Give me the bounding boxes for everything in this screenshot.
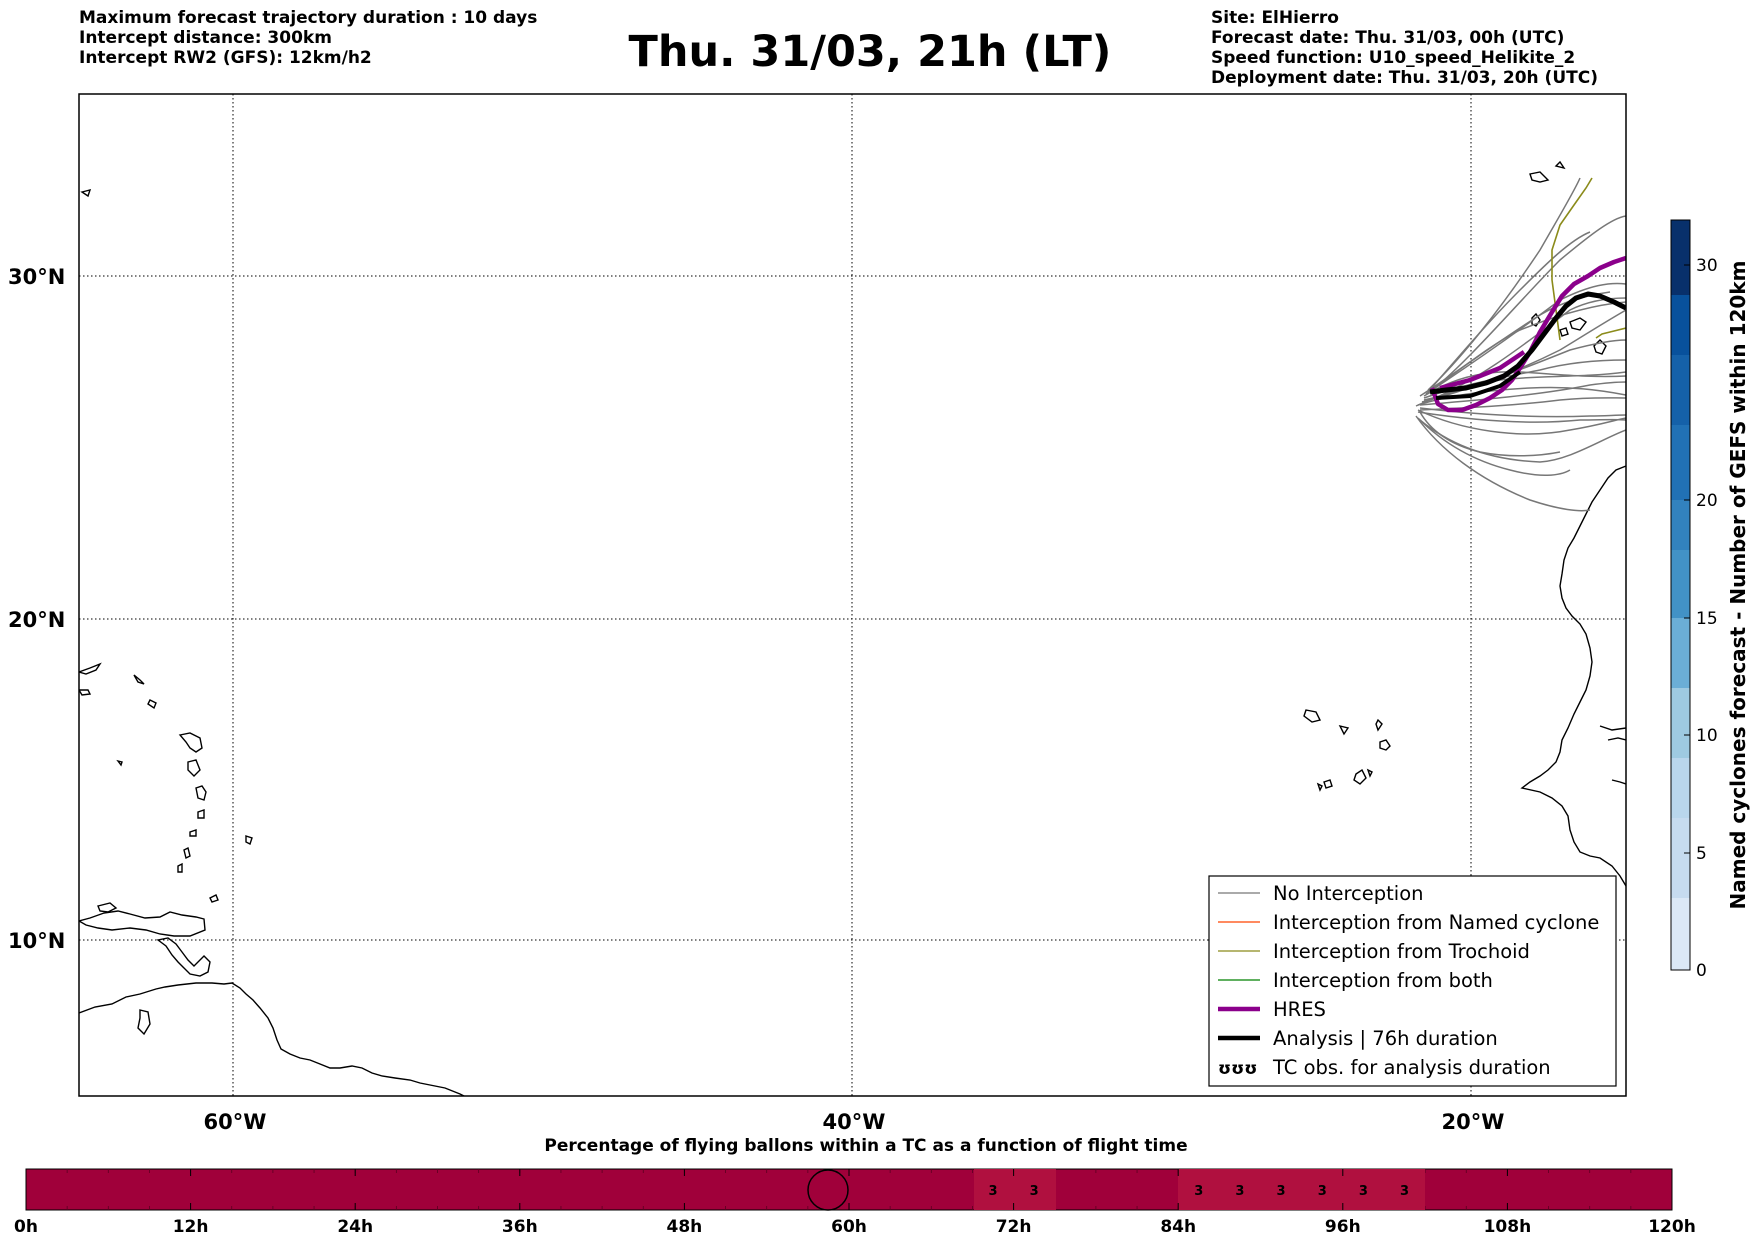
map-frame: [78, 93, 1627, 1097]
timeline: Percentage of flying ballons within a TC…: [14, 1136, 1696, 1237]
colorbar-tick-0: 0: [1696, 961, 1707, 981]
page-title: Thu. 31/03, 21h (LT): [628, 27, 1112, 77]
longitude-labels: 60°W 40°W 20°W: [204, 1110, 1505, 1134]
header-left-info: Maximum forecast trajectory duration : 1…: [79, 8, 537, 68]
timeline-tick-label: 36h: [502, 1217, 538, 1237]
header-right-info: Site: ElHierro Forecast date: Thu. 31/03…: [1211, 8, 1598, 88]
lat-label-30n: 30°N: [8, 265, 65, 289]
timeline-title: Percentage of flying ballons within a TC…: [544, 1136, 1187, 1156]
lon-label-60w: 60°W: [204, 1110, 267, 1134]
timeline-tick-label: 108h: [1484, 1217, 1532, 1237]
timeline-marker-value: 3: [1400, 1184, 1409, 1199]
timeline-tc-marker: [807, 1169, 849, 1211]
header-speed-function: Speed function: U10_speed_Helikite_2: [1211, 48, 1576, 68]
legend-item-label: Analysis | 76h duration: [1273, 1027, 1498, 1050]
lon-label-40w: 40°W: [823, 1110, 886, 1134]
header-site: Site: ElHierro: [1211, 8, 1339, 28]
latitude-labels: 30°N 20°N 10°N: [8, 265, 65, 953]
timeline-marker-value: 3: [1359, 1184, 1368, 1199]
legend-box: [1208, 875, 1617, 1087]
lat-label-20n: 20°N: [8, 608, 65, 632]
timeline-tick-label: 24h: [337, 1217, 373, 1237]
colorbar: 0 5 10 15 20 30 Named cyclones forecast …: [1670, 219, 1750, 981]
timeline-tick-label: 0h: [14, 1217, 38, 1237]
timeline-marker-value: 3: [1194, 1184, 1203, 1199]
header-deployment-date: Deployment date: Thu. 31/03, 20h (UTC): [1211, 68, 1598, 88]
colorbar-tick-20: 20: [1696, 491, 1718, 511]
colorbar-label: Named cyclones forecast - Number of GEFS…: [1726, 261, 1750, 910]
colorbar-frame: [1670, 219, 1691, 971]
header-intercept-rw2: Intercept RW2 (GFS): 12km/h2: [79, 48, 372, 68]
timeline-tick-label: 96h: [1325, 1217, 1361, 1237]
legend-item: Interception from Named cyclone: [1218, 911, 1599, 934]
legend-item-label: Interception from both: [1273, 969, 1493, 992]
timeline-tick-label: 48h: [667, 1217, 703, 1237]
legend-tc-symbol-icon: ʊʊʊ: [1218, 1059, 1257, 1079]
legend-item-label: TC obs. for analysis duration: [1272, 1056, 1551, 1079]
timeline-segment-84h: [1178, 1169, 1425, 1210]
legend-item-label: No Interception: [1273, 882, 1424, 905]
coastline-americas: [79, 189, 466, 1096]
analysis-trajectory-b: [1435, 370, 1522, 400]
legend-item: Interception from Trochoid: [1218, 940, 1530, 963]
colorbar-tick-30: 30: [1696, 256, 1718, 276]
timeline-tick-label: 60h: [831, 1217, 867, 1237]
timeline-tick-label: 120h: [1648, 1217, 1696, 1237]
legend-item: Interception from both: [1218, 969, 1493, 992]
timeline-marker-value: 3: [1030, 1184, 1039, 1199]
header-intercept-distance: Intercept distance: 300km: [79, 28, 332, 48]
legend-item-label: Interception from Named cyclone: [1273, 911, 1599, 934]
legend-item: No Interception: [1218, 882, 1424, 905]
timeline-marker-value: 3: [1277, 1184, 1286, 1199]
legend-item-label: HRES: [1273, 998, 1326, 1021]
trochoid-trajectory-2: [1595, 327, 1626, 339]
legend-item: Analysis | 76h duration: [1218, 1027, 1498, 1050]
analysis-trajectory: [1429, 291, 1626, 395]
timeline-segment-72h: [974, 1169, 1056, 1210]
hres-trajectory-b: [1439, 350, 1526, 391]
timeline-tick-label: 72h: [996, 1217, 1032, 1237]
colorbar-tick-5: 5: [1696, 844, 1707, 864]
colorbar-tick-10: 10: [1696, 726, 1718, 746]
timeline-tick-label: 84h: [1160, 1217, 1196, 1237]
legend-item-label: Interception from Trochoid: [1273, 940, 1530, 963]
header-duration: Maximum forecast trajectory duration : 1…: [79, 8, 538, 28]
legend-item: ʊʊʊ TC obs. for analysis duration: [1218, 1056, 1551, 1079]
header-forecast-date: Forecast date: Thu. 31/03, 00h (UTC): [1211, 28, 1565, 48]
lat-label-10n: 10°N: [8, 929, 65, 953]
timeline-marker-value: 3: [1318, 1184, 1327, 1199]
lon-label-20w: 20°W: [1442, 1110, 1505, 1134]
legend-item: HRES: [1218, 998, 1326, 1021]
timeline-tick-label: 12h: [173, 1217, 209, 1237]
legend: No Interception Interception from Named c…: [1208, 875, 1617, 1087]
timeline-marker-value: 3: [989, 1184, 998, 1199]
timeline-marker-value: 3: [1235, 1184, 1244, 1199]
colorbar-tick-15: 15: [1696, 609, 1718, 629]
